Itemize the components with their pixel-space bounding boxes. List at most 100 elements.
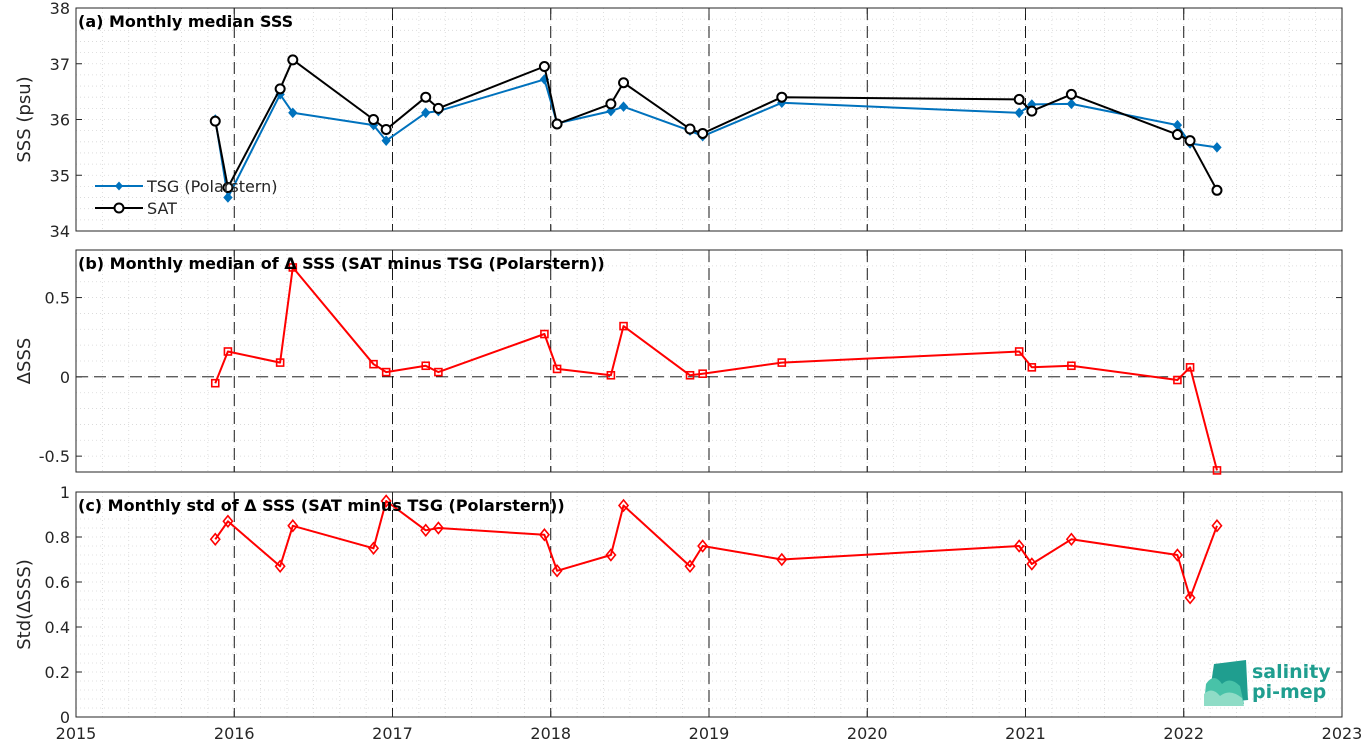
data-point [223, 192, 233, 203]
data-point [287, 54, 299, 66]
data-point [209, 532, 221, 547]
data-point [288, 263, 298, 272]
legend: TSG (Polarstern) SAT [95, 177, 277, 218]
data-point [1185, 363, 1195, 372]
data-point [605, 98, 617, 110]
data-point [685, 370, 695, 380]
data-point [618, 101, 629, 112]
data-point [618, 77, 630, 89]
y-tick-label: 35 [50, 166, 70, 185]
data-point [1173, 375, 1182, 385]
legend-label: TSG (Polarstern) [146, 177, 277, 196]
data-point [1211, 184, 1223, 196]
logo-icon [1204, 660, 1248, 706]
x-tick-label: 2015 [56, 724, 97, 743]
data-point [605, 548, 617, 562]
data-point [618, 498, 630, 513]
data-point [380, 124, 392, 136]
data-point [1171, 129, 1183, 141]
data-point [1027, 363, 1037, 372]
data-point [367, 541, 380, 556]
data-point [420, 523, 432, 538]
panel-title: (c) Monthly std of Δ SSS (SAT minus TSG … [78, 496, 565, 515]
series-line [214, 266, 1218, 471]
data-point [222, 182, 234, 194]
data-point [697, 539, 709, 553]
x-tick-label: 2023 [1322, 724, 1363, 743]
data-point [1026, 557, 1038, 571]
data-point [538, 61, 550, 73]
data-point [698, 369, 707, 378]
y-tick-label: 37 [50, 55, 70, 74]
y-tick-label: 1 [60, 483, 70, 502]
data-point [1211, 518, 1223, 533]
legend-marker [113, 202, 125, 214]
data-point [421, 361, 431, 371]
panel-c: 0 0.2 0.4 0.6 0.8 1 2015 2016 2017 2018 2019 2020 20… [14, 483, 1362, 743]
y-tick-label: 0 [60, 368, 70, 387]
data-point [606, 370, 616, 380]
y-axis-label: SSS (psu) [14, 76, 35, 162]
series-line [214, 58, 1218, 191]
data-point [287, 518, 299, 533]
panel-title: (a) Monthly median SSS [78, 12, 293, 31]
data-point [684, 123, 696, 135]
data-point [1212, 466, 1222, 475]
data-point [1184, 135, 1196, 147]
logo-line2: pi-mep [1252, 681, 1326, 703]
y-tick-label: 0.4 [45, 618, 70, 637]
data-point [540, 329, 549, 339]
panel-a: 34 35 36 37 38 SSS (psu) (a) Monthly median SS… [14, 0, 1343, 241]
y-axis-label: Std(ΔSSS) [14, 559, 35, 650]
data-point [210, 378, 220, 388]
y-tick-label: 34 [50, 222, 70, 241]
data-point [369, 359, 378, 369]
x-tick-label: 2018 [530, 724, 571, 743]
y-tick-label: 0.8 [45, 528, 70, 547]
legend-label: SAT [147, 199, 177, 218]
x-tick-label: 2021 [1005, 724, 1046, 743]
data-point [1014, 347, 1024, 356]
panel-b: -0.5 0 0.5 ΔSSS (b) Monthly median of Δ SSS … [14, 249, 1343, 475]
data-point [776, 552, 788, 567]
data-point [275, 358, 285, 367]
data-point [697, 127, 709, 139]
data-point [209, 115, 221, 127]
data-point [222, 514, 234, 529]
y-tick-label: 0 [60, 708, 70, 727]
data-point [606, 105, 616, 117]
legend-marker [115, 181, 123, 191]
x-tick-label: 2020 [847, 724, 888, 743]
data-point [380, 494, 392, 508]
x-tick-label: 2017 [372, 724, 413, 743]
data-point [1067, 361, 1076, 371]
data-point [777, 358, 787, 367]
data-point [1026, 105, 1038, 117]
data-point [421, 107, 431, 119]
x-tick-label: 2022 [1163, 724, 1204, 743]
data-point [551, 563, 563, 578]
data-point [538, 527, 550, 542]
y-tick-label: 0.2 [45, 663, 70, 682]
y-tick-label: -0.5 [39, 447, 70, 466]
y-tick-label: 36 [50, 111, 70, 130]
y-tick-label: 0.6 [45, 573, 70, 592]
y-tick-label: 0.5 [45, 289, 70, 308]
data-point [432, 521, 444, 535]
data-point [1065, 88, 1077, 100]
data-point [1066, 98, 1077, 110]
y-tick-label: 38 [50, 0, 70, 18]
data-point [1171, 548, 1183, 562]
data-point [274, 559, 286, 574]
data-point [1013, 539, 1025, 553]
data-point [552, 364, 562, 374]
data-point [274, 83, 286, 95]
data-point [1013, 93, 1025, 105]
data-point [1212, 142, 1222, 153]
data-point [288, 107, 298, 119]
data-point [420, 91, 432, 103]
salinity-pi-mep-logo: salinity pi-mep [1204, 660, 1331, 706]
data-point [223, 347, 233, 356]
data-point [381, 135, 391, 146]
